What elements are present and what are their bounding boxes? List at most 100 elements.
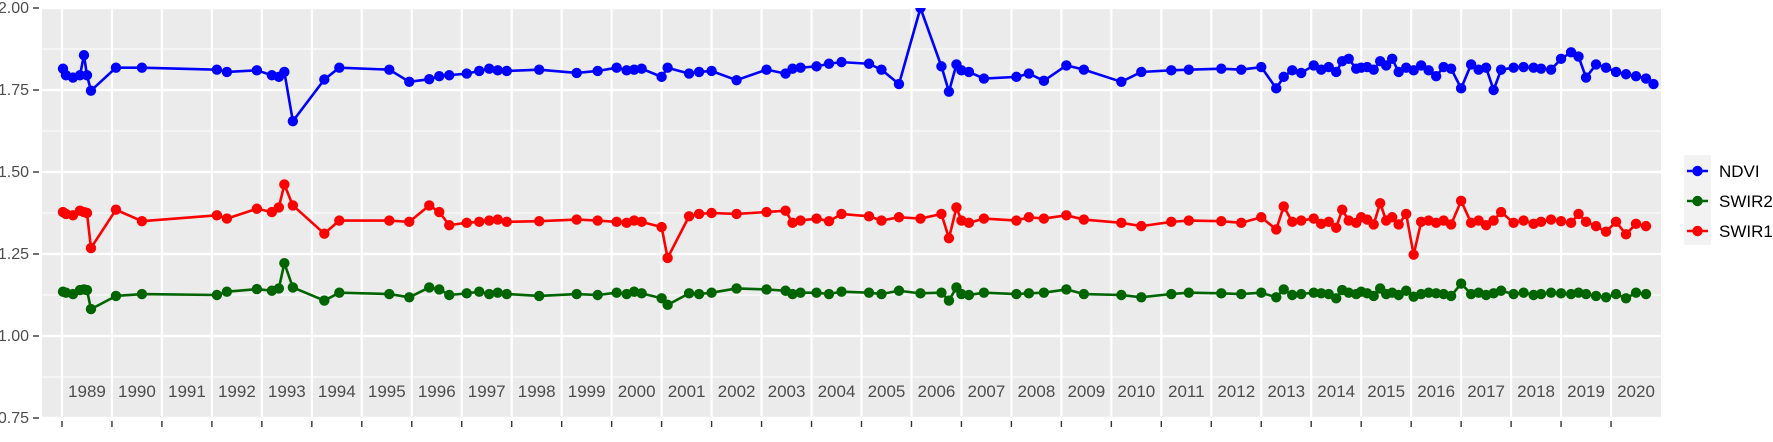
data-point-swir1 [1236,217,1247,229]
data-point-swir2 [893,285,905,296]
x-axis-tick-label: 2001 [668,382,706,401]
data-point-swir1 [1488,215,1499,226]
data-point-ndvi [1640,73,1652,84]
data-point-ndvi [1343,53,1354,65]
data-point-swir2 [811,287,822,298]
data-point-swir1 [963,217,975,229]
data-point-swir1 [683,211,695,222]
data-point-ndvi [943,86,955,97]
data-point-ndvi [211,64,223,75]
data-point-swir2 [1236,288,1247,300]
data-point-swir2 [273,283,285,294]
legend: NDVI SWIR2 SWIR1 [1684,155,1773,245]
x-axis-tick-label: 2012 [1217,382,1255,401]
x-axis-tick-label: 2020 [1617,382,1655,401]
data-point-ndvi [592,65,603,77]
data-point-ndvi [484,63,495,74]
data-point-swir1 [863,211,875,222]
left-mask [0,0,42,442]
data-point-swir2 [787,288,798,300]
x-axis-tick-label: 2009 [1067,382,1105,401]
series-swir1 [57,0,1659,264]
data-point-swir1 [404,216,415,228]
data-point-swir1 [1166,216,1177,228]
data-point-swir2 [1116,289,1127,301]
bottom-mask [0,418,1773,442]
data-point-swir1 [1555,216,1567,227]
data-point-swir1 [823,216,835,227]
data-point-swir2 [251,283,263,295]
legend-marker-swir1[interactable] [1692,225,1703,237]
data-point-swir2 [963,289,975,301]
x-axis-tick-label: 2006 [918,382,956,401]
data-point-swir1 [1368,219,1379,230]
legend-marker-ndvi[interactable] [1692,165,1703,177]
data-point-swir2 [876,288,887,300]
data-point-ndvi [110,62,122,73]
x-axis: 1989 1990 1991 1992 1993 1994 1995 1996 1997 1998… [61,382,1655,427]
y-axis-tick-label: 1.75 [0,82,29,99]
data-point-swir2 [1061,284,1072,295]
data-point-swir1 [1565,217,1577,229]
data-point-swir1 [811,213,822,224]
data-point-swir1 [761,206,772,218]
data-point-swir1 [1508,217,1519,229]
data-point-swir2 [1287,289,1298,301]
data-point-swir1 [1393,219,1404,230]
data-point-ndvi [1166,65,1177,76]
data-point-ndvi [571,67,582,79]
data-point-ndvi [1256,61,1267,73]
data-point-swir1 [656,221,667,233]
x-axis-tick-label: 1995 [368,382,406,401]
data-point-swir1 [1610,216,1622,228]
data-point-ndvi [279,66,290,78]
data-point-ndvi [404,76,415,88]
data-point-ndvi [823,58,835,69]
data-point-swir2 [533,290,545,302]
data-point-swir1 [1455,195,1467,207]
data-point-swir1 [136,216,148,227]
data-point-swir1 [1480,219,1492,231]
data-point-ndvi [1386,53,1398,65]
data-point-swir1 [1278,201,1289,212]
data-point-swir1 [893,212,905,223]
data-point-swir1 [1308,213,1319,224]
data-point-swir1 [1183,215,1194,226]
data-point-swir2 [1256,287,1267,298]
data-point-swir1 [533,216,545,227]
data-point-swir1 [915,213,926,224]
data-point-swir2 [279,257,290,269]
data-point-ndvi [221,66,233,78]
x-axis-tick-label: 2016 [1417,382,1455,401]
data-point-swir2 [636,288,647,299]
data-point-ndvi [1078,64,1090,75]
data-point-swir1 [1374,197,1386,209]
data-point-ndvi [693,66,705,78]
data-point-swir1 [461,217,472,229]
data-point-swir2 [444,289,455,301]
data-point-swir2 [1038,287,1050,298]
data-point-swir2 [1316,288,1327,299]
x-axis-tick-label: 2011 [1168,382,1205,401]
data-point-ndvi [384,64,395,75]
data-point-swir2 [1136,292,1147,303]
data-point-ndvi [1278,71,1289,83]
x-axis-tick-label: 2015 [1367,382,1405,401]
data-point-ndvi [863,58,875,69]
data-point-ndvi [334,62,345,73]
legend-marker-swir2[interactable] [1692,195,1703,207]
data-point-swir1 [287,200,299,211]
x-axis-tick-label: 2003 [768,382,806,401]
data-point-swir1 [474,216,485,228]
data-point-swir1 [1078,214,1090,225]
data-point-swir1 [1271,224,1282,235]
data-point-swir2 [1555,288,1567,299]
data-point-swir2 [461,288,472,299]
data-point-swir1 [731,208,742,220]
data-point-swir1 [795,215,806,226]
data-point-swir2 [731,283,742,294]
x-axis-tick-label: 2019 [1567,382,1605,401]
data-point-swir2 [1011,288,1022,300]
data-point-swir1 [1590,220,1602,232]
x-axis-tick-label: 2010 [1117,382,1155,401]
